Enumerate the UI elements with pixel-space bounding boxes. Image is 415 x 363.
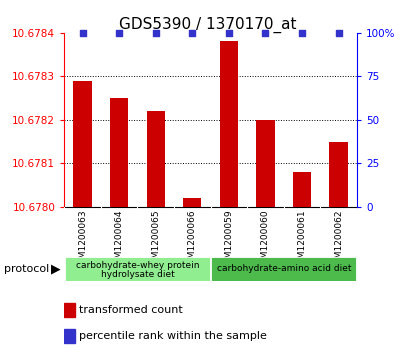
Text: carbohydrate-whey protein: carbohydrate-whey protein bbox=[76, 261, 199, 270]
Point bbox=[299, 30, 305, 36]
FancyBboxPatch shape bbox=[65, 257, 210, 281]
Text: transformed count: transformed count bbox=[79, 305, 183, 315]
Text: GSM1200061: GSM1200061 bbox=[298, 209, 307, 270]
Bar bbox=[293, 172, 311, 207]
Point bbox=[152, 30, 159, 36]
Text: GSM1200066: GSM1200066 bbox=[188, 209, 197, 270]
Point bbox=[79, 30, 86, 36]
Bar bbox=[73, 81, 92, 207]
Text: percentile rank within the sample: percentile rank within the sample bbox=[79, 331, 267, 341]
Point bbox=[189, 30, 195, 36]
Bar bbox=[64, 329, 75, 343]
Text: GSM1200059: GSM1200059 bbox=[225, 209, 233, 270]
Text: protocol: protocol bbox=[4, 264, 49, 274]
Text: ▶: ▶ bbox=[51, 262, 61, 276]
FancyBboxPatch shape bbox=[211, 257, 356, 281]
Bar bbox=[183, 198, 201, 207]
Bar bbox=[256, 120, 275, 207]
Bar bbox=[330, 142, 348, 207]
Point bbox=[262, 30, 269, 36]
Bar bbox=[146, 111, 165, 207]
Bar bbox=[64, 303, 75, 317]
Text: GSM1200063: GSM1200063 bbox=[78, 209, 87, 270]
Text: GSM1200060: GSM1200060 bbox=[261, 209, 270, 270]
Text: GSM1200065: GSM1200065 bbox=[151, 209, 160, 270]
Point bbox=[226, 30, 232, 36]
Text: carbohydrate-amino acid diet: carbohydrate-amino acid diet bbox=[217, 265, 351, 273]
Bar bbox=[220, 41, 238, 207]
Text: hydrolysate diet: hydrolysate diet bbox=[100, 270, 174, 279]
Point bbox=[335, 30, 342, 36]
Text: GDS5390 / 1370170_at: GDS5390 / 1370170_at bbox=[119, 16, 296, 33]
Text: GSM1200064: GSM1200064 bbox=[115, 209, 124, 270]
Bar bbox=[110, 98, 128, 207]
Point bbox=[116, 30, 122, 36]
Text: GSM1200062: GSM1200062 bbox=[334, 209, 343, 270]
